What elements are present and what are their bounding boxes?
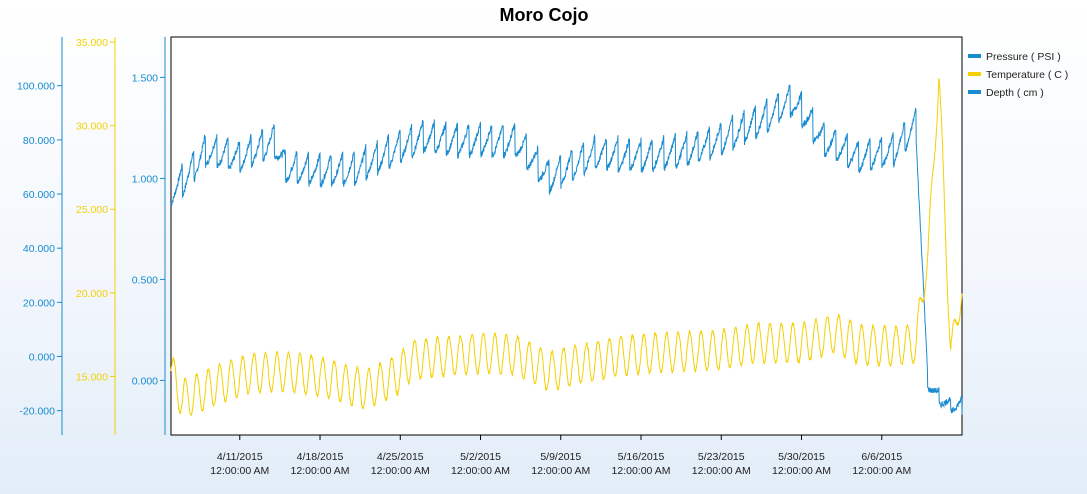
- legend-swatch: [968, 90, 981, 94]
- y-tick-label: 35.000: [76, 37, 108, 49]
- y-tick-label: 25.000: [76, 204, 108, 216]
- legend-swatch: [968, 72, 981, 76]
- y-tick-label: 80.000: [23, 135, 55, 147]
- x-tick-label-time: 12:00:00 AM: [531, 465, 590, 477]
- x-tick-label: 6/6/2015: [861, 451, 902, 463]
- legend-label: Temperature ( C ): [986, 69, 1068, 81]
- legend-swatch: [968, 54, 981, 58]
- x-tick-label-time: 12:00:00 AM: [210, 465, 269, 477]
- x-tick-label-time: 12:00:00 AM: [451, 465, 510, 477]
- y-axis-3: 0.000 0.500 1.000 1.500: [132, 37, 166, 435]
- x-tick-label-time: 12:00:00 AM: [852, 465, 911, 477]
- y-tick-label: 0.500: [132, 274, 158, 286]
- legend: Pressure ( PSI ) Temperature ( C ) Depth (…: [968, 51, 1068, 99]
- x-tick-label: 5/2/2015: [460, 451, 501, 463]
- y-tick-label: 15.000: [76, 371, 108, 383]
- y-tick-label: 40.000: [23, 243, 55, 255]
- x-tick-label: 4/25/2015: [377, 451, 424, 463]
- x-tick-label: 4/11/2015: [217, 451, 263, 463]
- x-tick-label-time: 12:00:00 AM: [772, 465, 831, 477]
- series-line-temperature: [170, 78, 963, 416]
- legend-label: Depth ( cm ): [986, 87, 1044, 99]
- x-tick-label: 5/23/2015: [698, 451, 745, 463]
- y-tick-label: 20.000: [76, 288, 108, 300]
- y-tick-label: 0.000: [132, 375, 158, 387]
- y-tick-label: 1.000: [132, 173, 158, 185]
- series-line-pressure: [170, 84, 963, 415]
- chart-title: Moro Cojo: [500, 5, 589, 25]
- y-tick-label: 1.500: [132, 72, 158, 84]
- y-tick-label: 0.000: [29, 351, 55, 363]
- x-tick-label-time: 12:00:00 AM: [612, 465, 671, 477]
- y-axis-2: 15.000 20.000 25.000 30.000 35.000: [76, 37, 116, 435]
- x-tick-label: 5/16/2015: [618, 451, 665, 463]
- y-tick-label: 100.000: [17, 81, 55, 93]
- y-tick-label: 30.000: [76, 121, 108, 133]
- x-tick-label-time: 12:00:00 AM: [371, 465, 430, 477]
- x-tick-label: 5/9/2015: [540, 451, 581, 463]
- x-tick-label: 4/18/2015: [297, 451, 344, 463]
- y-tick-label: 60.000: [23, 189, 55, 201]
- legend-label: Pressure ( PSI ): [986, 51, 1061, 63]
- y-tick-label: -20.000: [19, 406, 55, 418]
- x-tick-label: 5/30/2015: [778, 451, 825, 463]
- y-tick-label: 20.000: [23, 297, 55, 309]
- plot-area: [170, 36, 963, 436]
- x-tick-label-time: 12:00:00 AM: [692, 465, 751, 477]
- x-axis: 4/11/2015 12:00:00 AM 4/18/2015 12:00:00 AM…: [210, 435, 911, 477]
- y-axis-1: -20.000 0.000 20.000 40.000 60.000 80.000 100.…: [17, 37, 63, 435]
- x-tick-label-time: 12:00:00 AM: [291, 465, 350, 477]
